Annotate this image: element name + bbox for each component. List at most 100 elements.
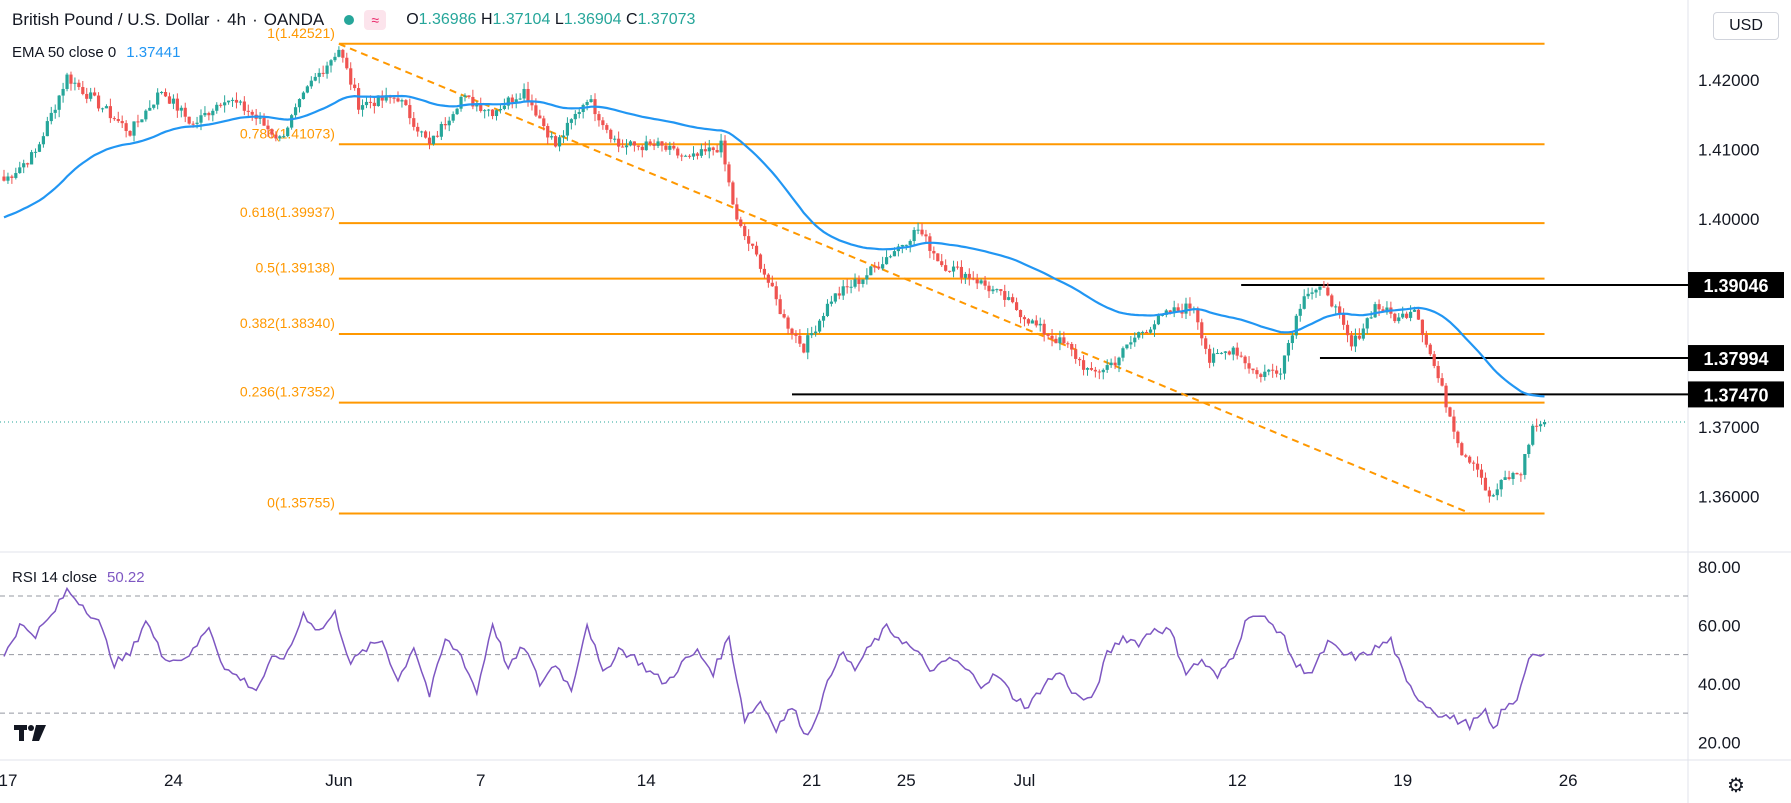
candle-body xyxy=(18,167,22,174)
candle-body xyxy=(262,117,266,126)
currency-button[interactable]: USD xyxy=(1713,12,1779,40)
candle-body xyxy=(199,115,203,123)
candle-body xyxy=(609,129,613,139)
candle-body xyxy=(487,109,491,111)
candle-body xyxy=(1133,337,1137,343)
candle-body xyxy=(81,87,85,94)
candle-body xyxy=(1349,335,1354,347)
time-tick-label: 12 xyxy=(1228,771,1247,790)
candle-body xyxy=(1345,324,1350,336)
candle-body xyxy=(357,88,361,110)
candle-body xyxy=(936,253,940,262)
candle-body xyxy=(1014,302,1019,311)
candle-body xyxy=(321,72,325,74)
candle-body xyxy=(857,279,861,284)
time-tick-label: 7 xyxy=(476,771,485,790)
price-tick-label: 1.40000 xyxy=(1698,210,1759,229)
candle-body xyxy=(1318,286,1322,290)
candle-body xyxy=(234,99,239,103)
tradingview-logo-icon[interactable] xyxy=(14,722,46,744)
candle-body xyxy=(948,270,952,272)
candle-body xyxy=(814,331,818,334)
candle-body xyxy=(991,289,995,292)
settings-gear-icon[interactable]: ⚙ xyxy=(1727,775,1745,797)
candle-body xyxy=(250,111,254,115)
rsi-legend[interactable]: RSI 14 close 50.22 xyxy=(12,569,145,586)
candle-body xyxy=(1109,362,1113,366)
candle-body xyxy=(648,141,652,145)
symbol-title[interactable]: British Pound / U.S. Dollar xyxy=(12,10,210,29)
candle-body xyxy=(10,176,14,178)
candle-body xyxy=(266,125,270,130)
candle-body xyxy=(463,95,467,97)
candle-body xyxy=(912,229,916,242)
candle-body xyxy=(1259,374,1263,377)
candle-body xyxy=(778,299,782,315)
candle-body xyxy=(664,145,668,150)
candle-body xyxy=(1156,315,1161,325)
candle-body xyxy=(550,136,554,138)
ema-label: EMA 50 close 0 xyxy=(12,44,117,61)
candle-body xyxy=(1286,343,1291,356)
candle-body xyxy=(1018,310,1023,318)
candle-body xyxy=(223,102,227,106)
candle-body xyxy=(1377,304,1381,310)
candle-body xyxy=(41,136,45,145)
candle-body xyxy=(384,95,388,101)
candle-body xyxy=(955,266,960,268)
candle-body xyxy=(420,131,424,133)
candle-body xyxy=(455,108,459,115)
candle-body xyxy=(45,121,49,137)
candle-body xyxy=(1424,334,1428,345)
candle-body xyxy=(837,293,841,296)
candle-body xyxy=(1282,355,1287,374)
candle-body xyxy=(412,118,416,127)
candle-body xyxy=(821,316,826,321)
candle-body xyxy=(514,99,518,103)
candle-body xyxy=(1247,363,1251,369)
candle-body xyxy=(475,104,479,107)
ema-legend[interactable]: EMA 50 close 0 1.37441 xyxy=(12,44,180,61)
trendline xyxy=(338,42,1471,515)
compare-icon[interactable]: ≈ xyxy=(364,10,387,30)
candle-body xyxy=(1030,320,1034,324)
candle-body xyxy=(1401,313,1405,318)
candle-body xyxy=(873,266,877,268)
candle-body xyxy=(1468,456,1472,463)
candle-body xyxy=(585,101,589,105)
candle-body xyxy=(1085,368,1090,370)
interval-label[interactable]: 4h xyxy=(227,10,247,29)
candle-body xyxy=(782,314,786,318)
candle-body xyxy=(1353,335,1358,347)
candle-body xyxy=(951,266,956,272)
candle-body xyxy=(723,140,727,165)
candle-body xyxy=(1503,477,1507,480)
candle-body xyxy=(510,97,514,103)
candle-body xyxy=(1294,315,1298,336)
candle-body xyxy=(187,116,191,124)
candle-body xyxy=(1074,349,1078,359)
candle-body xyxy=(1184,303,1188,314)
candle-body xyxy=(1302,296,1306,309)
candle-body xyxy=(179,107,183,111)
candle-body xyxy=(601,120,605,126)
candle-body xyxy=(1428,344,1432,355)
candle-body xyxy=(1271,369,1275,371)
candle-body xyxy=(1483,477,1488,491)
price-label-text: 1.37994 xyxy=(1703,349,1768,369)
candle-body xyxy=(1062,337,1066,344)
candle-body xyxy=(971,278,975,280)
candle-body xyxy=(1227,351,1231,355)
trendline-segment xyxy=(338,42,1471,515)
candle-body xyxy=(932,250,936,254)
candle-body xyxy=(459,96,463,109)
candle-body xyxy=(636,145,640,147)
candle-body xyxy=(881,264,885,269)
candle-body xyxy=(1093,369,1097,372)
candle-body xyxy=(577,112,581,114)
candle-body xyxy=(995,289,999,291)
candle-body xyxy=(944,265,948,271)
candle-body xyxy=(644,141,648,151)
candle-body xyxy=(337,49,341,57)
